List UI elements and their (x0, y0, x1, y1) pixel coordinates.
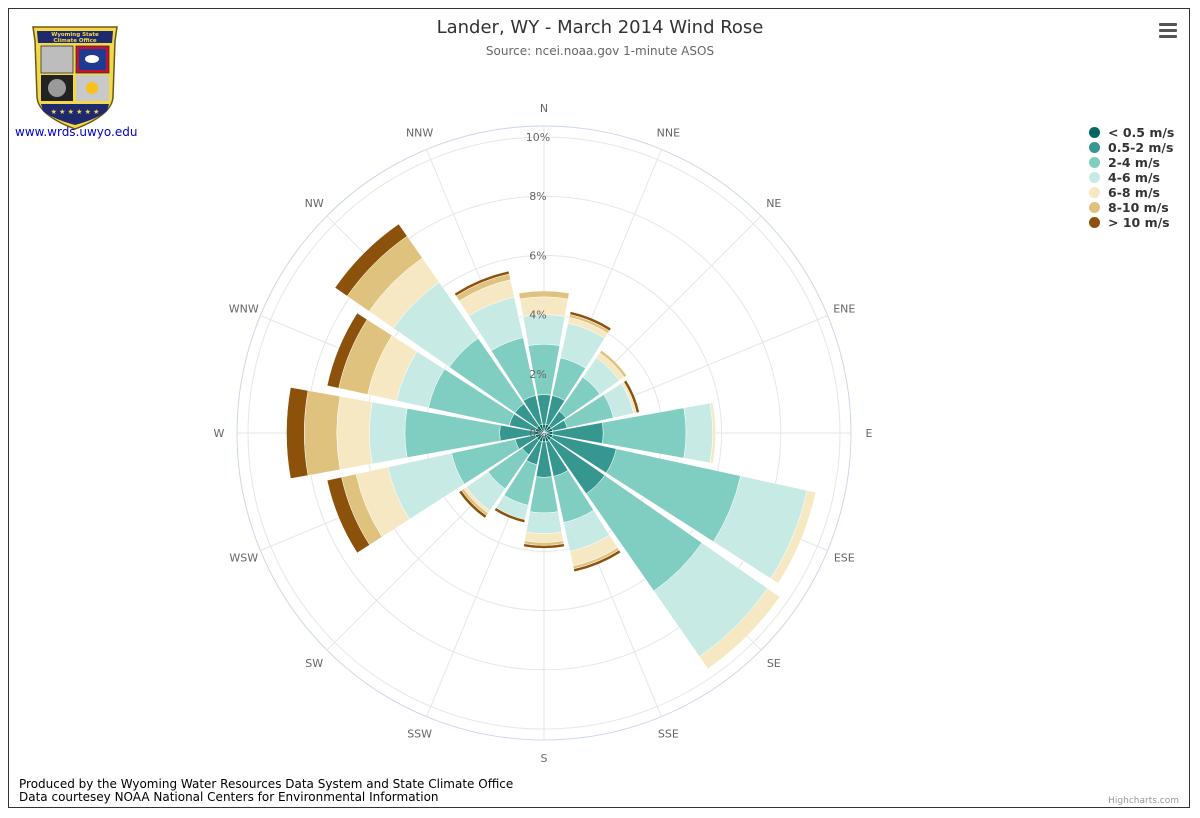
direction-label-NNW: NNW (406, 127, 433, 140)
legend-label: 2-4 m/s (1108, 155, 1160, 170)
wind-bar-S-series-4[interactable] (524, 531, 564, 543)
footer-line2: Data courtesey NOAA National Centers for… (19, 789, 439, 804)
wind-bar-S-series-2[interactable] (529, 476, 559, 514)
wind-bar-W-series-5[interactable] (304, 390, 341, 476)
legend-symbol (1089, 202, 1100, 213)
legend-item[interactable]: 0.5-2 m/s (1089, 140, 1174, 155)
legend-item[interactable]: 2-4 m/s (1089, 155, 1174, 170)
direction-label-ENE: ENE (833, 303, 855, 316)
legend-label: 4-6 m/s (1108, 170, 1160, 185)
wind-bar-WSW-series-6[interactable] (326, 476, 370, 554)
wind-bar-SSW-series-6[interactable] (494, 507, 526, 523)
direction-label-WNW: WNW (229, 303, 259, 316)
wind-bar-ENE-series-6[interactable] (623, 379, 640, 414)
radial-tick-label: 4% (529, 309, 546, 322)
wyoming-climate-office-logo: Wyoming State Climate Office ★ ★ ★ ★ ★ ★ (27, 19, 123, 131)
legend-label: < 0.5 m/s (1108, 125, 1175, 140)
wind-bar-E-series-4[interactable] (709, 402, 716, 464)
radial-tick-label: 10% (526, 131, 550, 144)
wrds-website-link[interactable]: www.wrds.uwyo.edu (15, 125, 138, 139)
legend-item[interactable]: < 0.5 m/s (1089, 125, 1174, 140)
legend-symbol (1089, 172, 1100, 183)
highcharts-credits-link[interactable]: Highcharts.com (1108, 796, 1179, 806)
legend-item[interactable]: > 10 m/s (1089, 215, 1174, 230)
direction-label-W: W (214, 427, 225, 440)
direction-label-SSW: SSW (407, 727, 432, 740)
radial-tick-label: 0% (529, 427, 546, 440)
logo-text-line2: Climate Office (53, 38, 97, 44)
direction-label-E: E (866, 427, 873, 440)
legend-item[interactable]: 6-8 m/s (1089, 185, 1174, 200)
legend-item[interactable]: 4-6 m/s (1089, 170, 1174, 185)
direction-label-NNE: NNE (657, 127, 680, 140)
direction-label-SSE: SSE (658, 727, 679, 740)
wind-bar-W-series-6[interactable] (286, 387, 309, 479)
legend-label: 8-10 m/s (1108, 200, 1169, 215)
axis-labels: 0% 2% 4% 6% 8% 10% N NNE NE ENE E ESE SE SSE S SSW SW WSW… (214, 102, 873, 765)
legend-label: 6-8 m/s (1108, 185, 1160, 200)
wind-bar-NW-series-6[interactable] (334, 223, 408, 297)
wind-bar-S-series-3[interactable] (525, 511, 563, 534)
radial-tick-label: 6% (529, 249, 546, 262)
legend-symbol (1089, 127, 1100, 138)
legend-symbol (1089, 157, 1100, 168)
wind-bar-NNW-series-6[interactable] (454, 270, 510, 297)
direction-label-N: N (540, 102, 548, 115)
wind-bar-E-series-3[interactable] (683, 402, 713, 464)
direction-label-SW: SW (305, 657, 323, 670)
chart-legend: < 0.5 m/s 0.5-2 m/s 2-4 m/s 4-6 m/s 6-8 m/s 8… (1089, 125, 1174, 230)
wind-bar-NNE-series-6[interactable] (569, 311, 612, 332)
legend-label: 0.5-2 m/s (1108, 140, 1174, 155)
chart-footer: Produced by the Wyoming Water Resources … (19, 778, 513, 803)
legend-item[interactable]: 8-10 m/s (1089, 200, 1174, 215)
wind-bar-SE-series-4[interactable] (699, 588, 781, 670)
logo-text-line1: Wyoming State (51, 32, 99, 38)
footer-line1: Produced by the Wyoming Water Resources … (19, 777, 514, 791)
wind-bar-NE-series-5[interactable] (599, 350, 627, 378)
direction-label-SE: SE (767, 657, 781, 670)
wind-bar-S-series-6[interactable] (523, 543, 565, 549)
legend-label: > 10 m/s (1108, 215, 1170, 230)
radial-tick-label: 8% (529, 190, 546, 203)
wind-bar-SW-series-6[interactable] (458, 490, 487, 519)
direction-label-S: S (541, 752, 548, 765)
wind-bar-W-series-4[interactable] (336, 396, 373, 470)
radial-tick-label: 2% (529, 368, 546, 381)
wind-rose-chart: 0% 2% 4% 6% 8% 10% N NNE NE ENE E ESE SE SSE S SSW SW WSW… (214, 102, 873, 765)
legend-symbol (1089, 217, 1100, 228)
direction-label-NW: NW (305, 197, 324, 210)
wind-bar-ESE-series-4[interactable] (770, 490, 817, 584)
svg-text:★ ★ ★ ★ ★ ★: ★ ★ ★ ★ ★ ★ (51, 108, 100, 116)
direction-label-WSW: WSW (229, 551, 258, 564)
wind-rose-bars (286, 223, 817, 670)
chart-container: 0% 2% 4% 6% 8% 10% N NNE NE ENE E ESE SE SSE S SSW SW WSW… (8, 8, 1190, 808)
wind-bar-N-series-5[interactable] (518, 290, 570, 300)
wind-bar-WNW-series-6[interactable] (326, 312, 368, 389)
wind-bar-W-series-3[interactable] (369, 401, 408, 465)
hamburger-menu-icon[interactable] (1157, 21, 1179, 41)
direction-label-ESE: ESE (834, 551, 855, 564)
chart-subtitle: Source: ncei.noaa.gov 1-minute ASOS (485, 44, 715, 58)
direction-label-NE: NE (766, 197, 781, 210)
legend-symbol (1089, 187, 1100, 198)
chart-title: Lander, WY - March 2014 Wind Rose (436, 17, 764, 38)
legend-symbol (1089, 142, 1100, 153)
wind-bar-SSE-series-6[interactable] (573, 549, 622, 573)
